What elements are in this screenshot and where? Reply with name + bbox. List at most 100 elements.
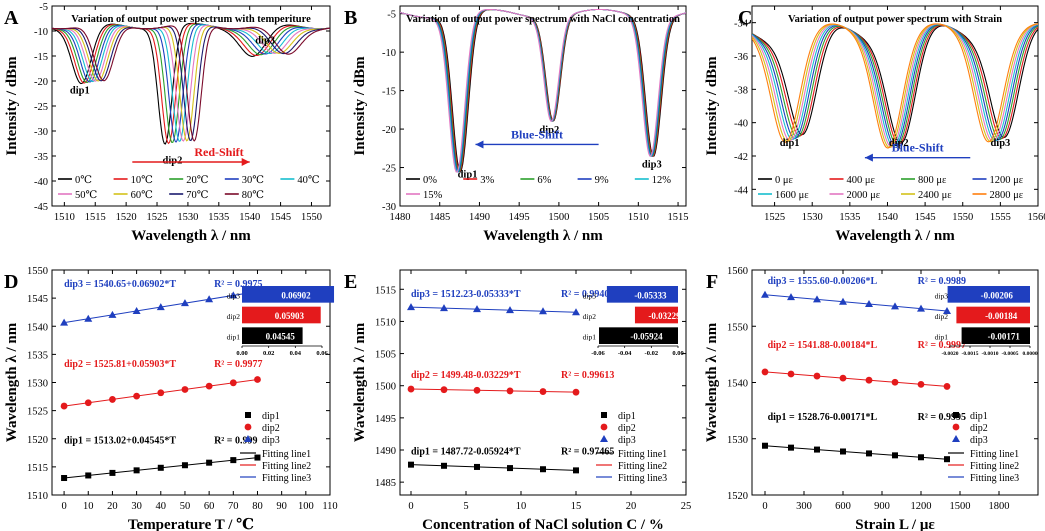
data-point	[157, 389, 165, 397]
legend-label: 2000 με	[847, 190, 881, 201]
y-tick-label: -10	[34, 27, 48, 38]
legend-label: 80℃	[242, 190, 264, 201]
legend-label: 0 με	[775, 175, 794, 186]
data-point	[254, 376, 261, 383]
legend-fit-label: Fitting line3	[618, 473, 667, 484]
y-tick-label: 1530	[27, 379, 48, 390]
inset-bar-chart: 0.06902 dip3 0.05903 dip2 0.04545 dip1 0.00 0.0…	[227, 286, 335, 357]
y-axis-label: Intensity / dBm	[704, 56, 720, 156]
spectrum-lines	[400, 8, 686, 173]
data-point	[85, 472, 92, 479]
y-axis-label: Intensity / dBm	[4, 56, 20, 156]
inset-category-label: dip3	[935, 291, 949, 300]
x-tick-label: 10	[516, 501, 527, 512]
data-point	[600, 435, 608, 442]
panel-letter: A	[4, 7, 19, 29]
series-line-80℃	[52, 25, 330, 142]
x-tick-label: 0	[61, 501, 66, 512]
data-point	[918, 454, 924, 461]
y-tick-label: 1550	[27, 266, 48, 277]
data-point	[229, 379, 237, 387]
legend-label: 2400 με	[918, 190, 952, 201]
x-tick-label: 70	[228, 501, 239, 512]
data-point	[109, 469, 116, 476]
inset-bar-dip2	[242, 306, 321, 324]
plot-frame	[399, 269, 687, 496]
inset-bar-dip3	[606, 286, 678, 303]
fit-equation-dip3: dip3 = 1540.65+0.06902*T	[64, 279, 176, 290]
data-point	[600, 423, 608, 431]
legend-label: 20℃	[186, 175, 209, 186]
data-point	[206, 459, 213, 466]
data-point	[891, 378, 899, 386]
data-point	[181, 386, 189, 393]
inset-bar-value: -0.00184	[985, 311, 1018, 321]
legend-fit-label: Fitting line3	[970, 473, 1019, 484]
x-tick-label: 1525	[147, 212, 168, 223]
x-tick-label: 80	[252, 501, 263, 512]
legend-label: 1200 με	[990, 175, 1024, 186]
data-point	[84, 399, 92, 407]
inset-x-tick-label: -0.0015	[962, 351, 979, 357]
inset-bar-chart: -0.00206 dip3 -0.00184 dip2 -0.00171 dip1 -0.0…	[935, 286, 1038, 357]
fit-r2-dip1: R² = 0.97465	[561, 447, 614, 458]
x-tick-label: 40	[156, 501, 167, 512]
data-point	[60, 318, 69, 326]
data-point	[407, 303, 415, 311]
panel-letter: F	[706, 271, 718, 293]
data-point	[539, 388, 547, 395]
fit-r2-dip1: R² = 0.9995	[918, 412, 966, 423]
data-point	[440, 304, 448, 312]
inset-category-label: dip1	[227, 333, 241, 342]
data-point	[813, 372, 821, 380]
inset-bar-dip1	[242, 327, 303, 344]
y-axis-label: Wavelength λ / nm	[352, 322, 368, 442]
series-line-0με	[752, 25, 1038, 144]
legend-label: 0%	[423, 175, 437, 186]
y-tick-label: -30	[382, 202, 396, 213]
x-tick-label: 1540	[877, 212, 898, 223]
y-tick-label: -34	[734, 19, 749, 30]
legend-label: 10℃	[131, 175, 154, 186]
inset-x-tick-label: 0.06	[316, 350, 328, 357]
x-tick-label: 60	[204, 501, 215, 512]
legend-fit-label: Fitting line1	[618, 449, 667, 460]
x-tick-label: 1485	[429, 212, 450, 223]
y-tick-label: -20	[382, 125, 396, 136]
fit-equation-dip2: dip2 = 1525.81+0.05903*T	[64, 359, 176, 370]
y-tick-label: -38	[734, 85, 748, 96]
x-tick-label: 1530	[177, 212, 198, 223]
fit-line-dip1	[410, 464, 577, 471]
x-tick-label: 0	[408, 501, 413, 512]
data-point	[230, 457, 237, 464]
inset-x-tick-label: -0.06	[591, 350, 605, 357]
x-tick-label: 1500	[950, 501, 971, 512]
annotation-dip2: dip2	[889, 138, 909, 149]
annotation-dip3: dip3	[990, 138, 1010, 149]
x-tick-label: 1515	[668, 212, 689, 223]
data-point	[157, 464, 164, 471]
y-tick-label: 1530	[727, 435, 748, 446]
legend-label: 40℃	[297, 175, 320, 186]
inset-category-label: dip3	[227, 291, 241, 300]
data-point	[60, 402, 68, 410]
legend-label: 6%	[537, 175, 551, 186]
data-point	[865, 376, 873, 384]
data-point	[441, 462, 447, 469]
annotation-dip1: dip1	[458, 170, 478, 181]
annotation-dip2: dip2	[539, 125, 559, 136]
fit-equation-dip3: dip3 = 1512.23-0.05333*T	[411, 289, 521, 300]
data-point	[953, 412, 959, 418]
x-tick-label: 1550	[301, 212, 322, 223]
x-tick-label: 1495	[509, 212, 530, 223]
inset-bar-value: 0.06902	[281, 290, 311, 300]
y-tick-label: -10	[382, 48, 396, 59]
data-point	[473, 305, 481, 313]
x-axis-label: Wavelength λ / nm	[483, 228, 603, 244]
legend-label: 60℃	[131, 190, 154, 201]
y-axis-label: Wavelength λ / nm	[704, 322, 720, 442]
series-line-2000με	[752, 23, 1038, 148]
data-point	[133, 392, 141, 400]
panel-a: 1510 1515 1520 1525 1530 1535 1540 1545 1550 -45 -…	[4, 2, 331, 244]
